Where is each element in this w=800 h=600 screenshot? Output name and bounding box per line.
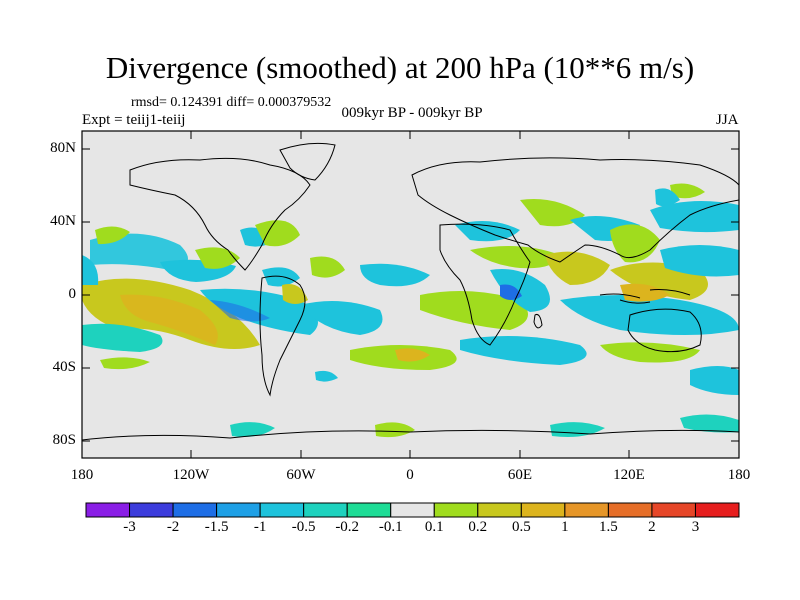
colorbar-swatch: [564, 502, 609, 518]
colorbar-label: -0.1: [378, 519, 403, 535]
lat-label-40s: 40S: [52, 359, 76, 375]
period-text: 009kyr BP - 009kyr BP: [341, 105, 483, 121]
colorbar-label: -2: [166, 519, 180, 535]
colorbar-swatch: [694, 502, 740, 518]
lat-label-80n: 80N: [50, 140, 76, 156]
colorbar-label: 2: [648, 519, 656, 535]
colorbar-swatch: [129, 502, 174, 518]
lat-label-80s: 80S: [52, 432, 76, 448]
lat-label-40n: 40N: [50, 213, 76, 229]
colorbar-swatch: [346, 502, 392, 518]
colorbar-swatch: [607, 502, 653, 518]
divergence-field: [82, 183, 739, 438]
colorbar-swatch: [303, 502, 348, 518]
colorbar-swatch: [477, 502, 522, 518]
lat-label-0: 0: [68, 286, 77, 302]
lon-label-60e: 60E: [507, 467, 533, 483]
colorbar-label: 1: [561, 519, 569, 535]
colorbar-label: -1.5: [204, 519, 229, 535]
colorbar-swatch: [433, 502, 479, 518]
colorbar-label: -0.2: [335, 519, 360, 535]
experiment-text: Expt = teiij1-teiij: [82, 112, 186, 128]
colorbar-swatch: [259, 502, 305, 518]
colorbar-label: -3: [123, 519, 136, 535]
colorbar-swatch: [85, 502, 131, 518]
colorbar-label: 0.5: [511, 519, 531, 535]
stats-text: rmsd= 0.124391 diff= 0.000379532: [131, 95, 332, 110]
colorbar-label: 3: [691, 519, 700, 535]
map-title: Divergence (smoothed) at 200 hPa (10**6 …: [105, 50, 695, 85]
colorbar-label: 1.5: [599, 519, 618, 535]
lon-label-0: 0: [406, 467, 414, 483]
colorbar-swatch: [216, 502, 261, 518]
colorbar-label: -1: [253, 519, 267, 535]
lon-label-120w: 120W: [172, 467, 210, 483]
lon-label-180w: 180: [70, 467, 94, 483]
colorbar-swatch: [651, 502, 696, 518]
coastlines: [82, 142, 739, 441]
colorbar-swatch: [390, 502, 435, 518]
colorbar-swatch: [520, 502, 566, 518]
colorbar-label: 0.1: [424, 519, 444, 535]
lon-label-180e: 180: [727, 467, 751, 483]
colorbar-label: 0.2: [468, 519, 488, 535]
lon-label-60w: 60W: [286, 467, 316, 483]
axis-ticks: [81, 131, 740, 458]
colorbar-swatch: [172, 502, 218, 518]
colorbar-label: -0.5: [291, 519, 316, 535]
season-text: JJA: [716, 112, 739, 128]
lon-label-120e: 120E: [613, 467, 645, 483]
